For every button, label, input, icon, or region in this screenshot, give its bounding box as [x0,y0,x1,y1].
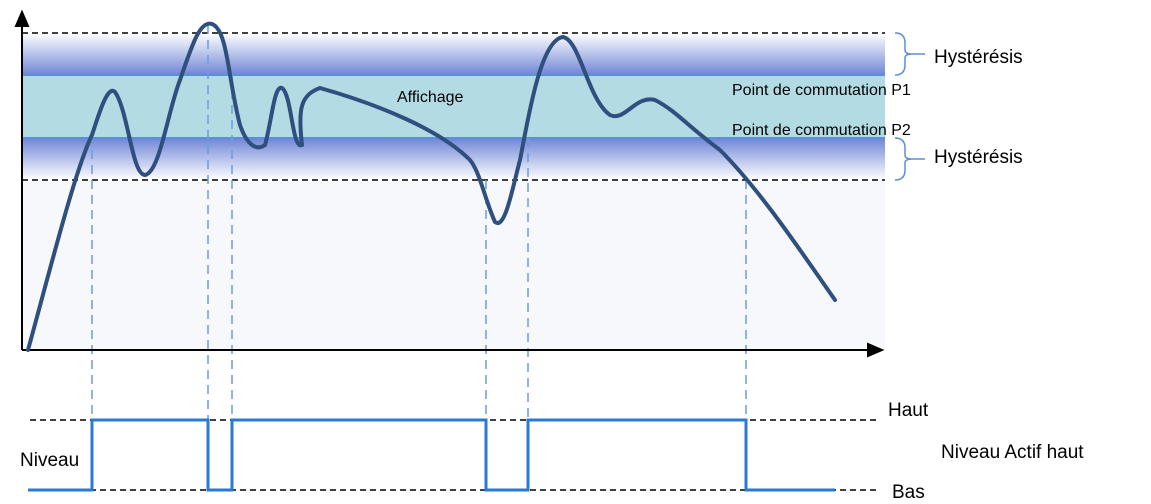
hysteresis-band [22,33,885,75]
label: Affichage [397,89,464,106]
switch-guides [91,25,747,420]
label: Hystérésis [934,47,1023,68]
label: Niveau [20,450,80,471]
label: Haut [888,400,929,421]
braces [894,32,925,181]
label: Hystérésis [934,147,1023,168]
label: Point de commutation P2 [732,122,911,139]
axes [14,9,885,358]
label: Niveau Actif haut [941,442,1084,463]
output-signal [28,418,835,492]
background [22,180,885,350]
label: Bas [892,482,925,503]
label: Point de commutation P1 [732,82,911,99]
signal-curve [26,21,837,352]
